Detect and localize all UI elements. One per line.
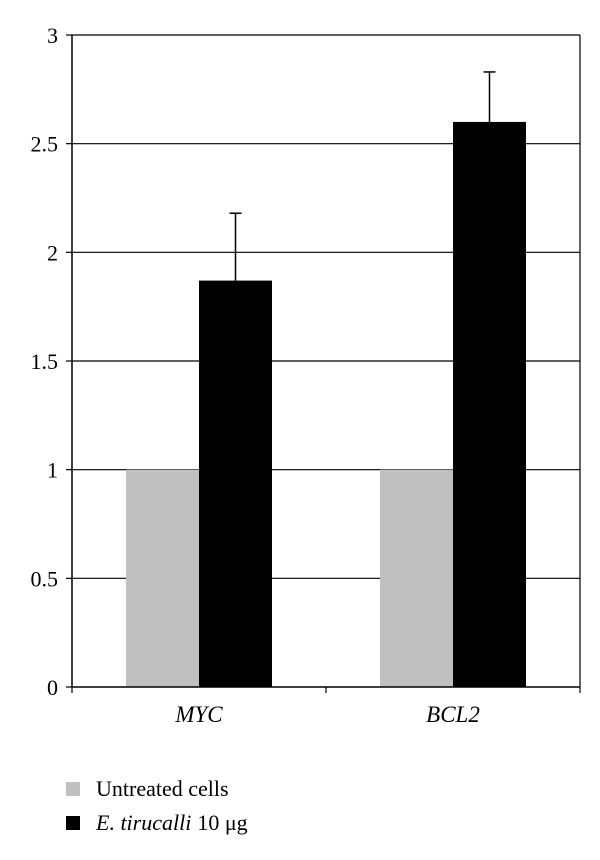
- y-tick-label: 0: [47, 675, 58, 700]
- axis-labels: 0 0.5 1 1.5 2 2.5 3 MYC BCL2: [31, 23, 480, 727]
- y-tick-label: 1: [47, 458, 58, 483]
- legend-swatch-treated: [66, 816, 80, 830]
- legend-label-treated: E. tirucalli: [96, 810, 192, 835]
- bar: [453, 121, 526, 687]
- bar: [199, 280, 272, 687]
- legend-label-untreated: Untreated cells: [96, 776, 229, 801]
- bar-chart: 0 0.5 1 1.5 2 2.5 3 MYC BCL2: [31, 23, 581, 727]
- axes: [66, 34, 581, 693]
- legend-swatch-untreated: [66, 782, 80, 796]
- y-tick-label: 0.5: [31, 566, 59, 591]
- legend-item-treated: E. tirucalli 10 μg: [66, 806, 248, 840]
- bars: [126, 71, 526, 687]
- legend-item-untreated: Untreated cells: [66, 772, 248, 806]
- legend-label-treated-dose: 10 μg: [197, 810, 248, 835]
- bar: [380, 469, 453, 687]
- legend: Untreated cells E. tirucalli 10 μg: [66, 772, 248, 840]
- x-category-label: BCL2: [426, 702, 480, 727]
- bar: [126, 469, 199, 687]
- y-tick-label: 2: [47, 240, 58, 265]
- y-tick-label: 1.5: [31, 349, 59, 374]
- x-category-label: MYC: [174, 702, 223, 727]
- y-tick-label: 2.5: [31, 132, 59, 157]
- y-tick-label: 3: [47, 23, 58, 48]
